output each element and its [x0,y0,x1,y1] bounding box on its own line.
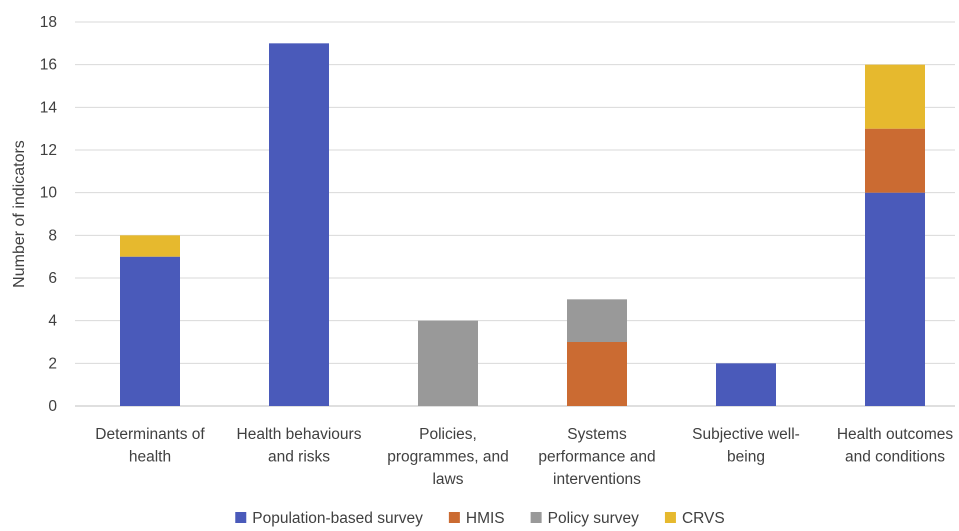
x-tick-label: interventions [553,471,641,488]
bar-segment [865,128,925,193]
y-tick-label: 14 [40,99,58,116]
bar-segment [865,192,925,406]
legend-label: HMIS [466,510,505,527]
bar-segment [120,256,180,406]
bar-segment [120,235,180,257]
x-tick-label: Health behaviours [237,426,362,443]
bar-segment [716,363,776,406]
y-tick-label: 2 [48,355,57,372]
y-tick-label: 12 [40,142,57,159]
x-tick-label: health [129,449,171,466]
x-tick-label: performance and [538,449,655,466]
legend-swatch [448,512,460,523]
y-tick-label: 18 [40,14,57,31]
y-tick-label: 8 [48,227,57,244]
x-tick-label: Health outcomes [837,426,954,443]
legend-label: Population-based survey [252,510,423,527]
x-tick-label: Systems [567,426,627,443]
bar-segment [567,299,627,342]
x-tick-label: and conditions [845,449,945,466]
y-tick-label: 16 [40,57,57,74]
x-tick-label: Subjective well- [692,426,800,443]
y-tick-label: 0 [48,398,57,415]
legend-label: CRVS [682,510,725,527]
x-tick-label: Determinants of [95,426,205,443]
bar-segment [567,342,627,406]
x-tick-label: and risks [268,449,330,466]
legend-swatch [530,512,542,523]
y-tick-label: 6 [48,270,57,287]
legend-swatch [664,512,676,523]
x-tick-label: programmes, and [387,449,508,466]
legend-label: Policy survey [548,510,640,527]
bar-segment [865,64,925,129]
y-axis-label: Number of indicators [11,140,28,288]
y-tick-label: 10 [40,185,58,202]
y-tick-label: 4 [48,313,57,330]
bar-segment [418,320,478,406]
x-tick-label: Policies, [419,426,477,443]
x-tick-label: laws [432,471,463,488]
x-tick-label: being [727,449,765,466]
legend-swatch [235,512,247,523]
bar-segment [269,43,329,406]
